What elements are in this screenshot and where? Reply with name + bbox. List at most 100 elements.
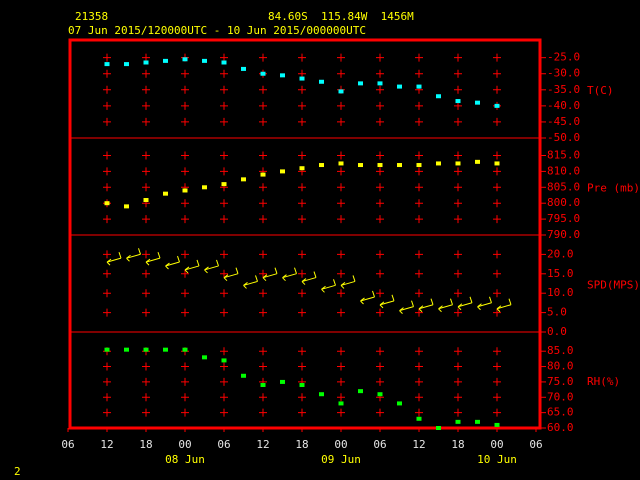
time-period: 07 Jun 2015/120000UTC - 10 Jun 2015/0000… xyxy=(68,24,366,37)
y-tick-label: 20.0 xyxy=(547,247,574,260)
grid-cross xyxy=(376,53,384,62)
grid-cross xyxy=(493,117,501,126)
x-tick-label: 18 xyxy=(139,438,152,451)
grid-cross xyxy=(298,151,306,160)
data-point xyxy=(319,392,324,397)
data-point xyxy=(475,419,480,424)
grid-cross xyxy=(259,308,267,317)
grid-cross xyxy=(454,85,462,94)
data-point xyxy=(397,163,402,168)
data-point xyxy=(494,161,500,166)
page-number: 2 xyxy=(14,465,21,478)
grid-cross xyxy=(181,362,189,371)
wind-barb xyxy=(496,298,512,313)
y-tick-label: 800.0 xyxy=(547,196,580,209)
grid-cross xyxy=(220,215,228,224)
grid-cross xyxy=(493,377,501,386)
grid-cross xyxy=(142,308,150,317)
data-point xyxy=(358,389,363,394)
grid-cross xyxy=(337,101,345,110)
grid-cross xyxy=(415,53,423,62)
data-point xyxy=(182,57,188,62)
x-tick-label: 06 xyxy=(217,438,230,451)
grid-cross xyxy=(181,69,189,78)
grid-cross xyxy=(142,85,150,94)
grid-cross xyxy=(142,53,150,62)
grid-cross xyxy=(376,69,384,78)
grid-cross xyxy=(454,183,462,192)
grid-cross xyxy=(493,85,501,94)
grid-cross xyxy=(220,362,228,371)
wind-barb xyxy=(301,271,317,285)
y-tick-label: 5.0 xyxy=(547,306,567,319)
grid-cross xyxy=(337,408,345,417)
grid-cross xyxy=(103,53,111,62)
data-point xyxy=(143,347,149,352)
data-point xyxy=(338,161,344,166)
grid-cross xyxy=(181,269,189,278)
grid-cross xyxy=(454,167,462,176)
grid-cross xyxy=(142,101,150,110)
grid-cross xyxy=(298,269,306,278)
grid-cross xyxy=(454,101,462,110)
data-point xyxy=(280,379,285,384)
grid-cross xyxy=(454,151,462,160)
grid-cross xyxy=(220,101,228,110)
x-tick-label: 00 xyxy=(178,438,191,451)
grid-cross xyxy=(142,393,150,402)
grid-cross xyxy=(415,408,423,417)
x-tick-label: 18 xyxy=(451,438,464,451)
wind-barb xyxy=(145,252,161,266)
wind-barb xyxy=(438,298,453,313)
y-axis-label: Pre (mb) xyxy=(587,182,640,195)
grid-cross xyxy=(454,250,462,259)
grid-cross xyxy=(454,53,462,62)
grid-cross xyxy=(103,393,111,402)
grid-cross xyxy=(298,289,306,298)
wind-barb xyxy=(360,290,375,305)
grid-cross xyxy=(493,289,501,298)
grid-cross xyxy=(337,117,345,126)
wind-barb xyxy=(399,300,414,315)
grid-cross xyxy=(220,347,228,356)
grid-cross xyxy=(259,117,267,126)
grid-cross xyxy=(103,362,111,371)
grid-cross xyxy=(415,151,423,160)
grid-cross xyxy=(142,269,150,278)
grid-cross xyxy=(376,347,384,356)
grid-cross xyxy=(415,167,423,176)
grid-cross xyxy=(142,250,150,259)
y-tick-label: 70.0 xyxy=(547,390,574,403)
wind-barb xyxy=(106,252,122,266)
data-point xyxy=(338,401,344,406)
grid-cross xyxy=(103,289,111,298)
grid-cross xyxy=(376,308,384,317)
grid-cross xyxy=(259,289,267,298)
grid-cross xyxy=(103,215,111,224)
x-date-label: 08 Jun xyxy=(165,453,205,466)
grid-cross xyxy=(259,269,267,278)
data-point xyxy=(221,60,227,65)
data-point xyxy=(182,347,188,352)
grid-cross xyxy=(337,289,345,298)
grid-cross xyxy=(337,362,345,371)
grid-cross xyxy=(259,250,267,259)
y-tick-label: 85.0 xyxy=(547,344,574,357)
data-point xyxy=(299,166,305,171)
grid-cross xyxy=(376,151,384,160)
wind-barb xyxy=(418,298,434,313)
grid-cross xyxy=(259,85,267,94)
grid-cross xyxy=(220,269,228,278)
wind-barb xyxy=(340,275,356,289)
grid-cross xyxy=(181,199,189,208)
data-point xyxy=(221,358,227,363)
wind-barb xyxy=(379,294,395,309)
data-point xyxy=(241,177,246,182)
grid-cross xyxy=(298,101,306,110)
wind-barb xyxy=(243,275,258,289)
grid-cross xyxy=(376,167,384,176)
grid-cross xyxy=(415,393,423,402)
grid-cross xyxy=(298,362,306,371)
data-point xyxy=(416,416,422,421)
